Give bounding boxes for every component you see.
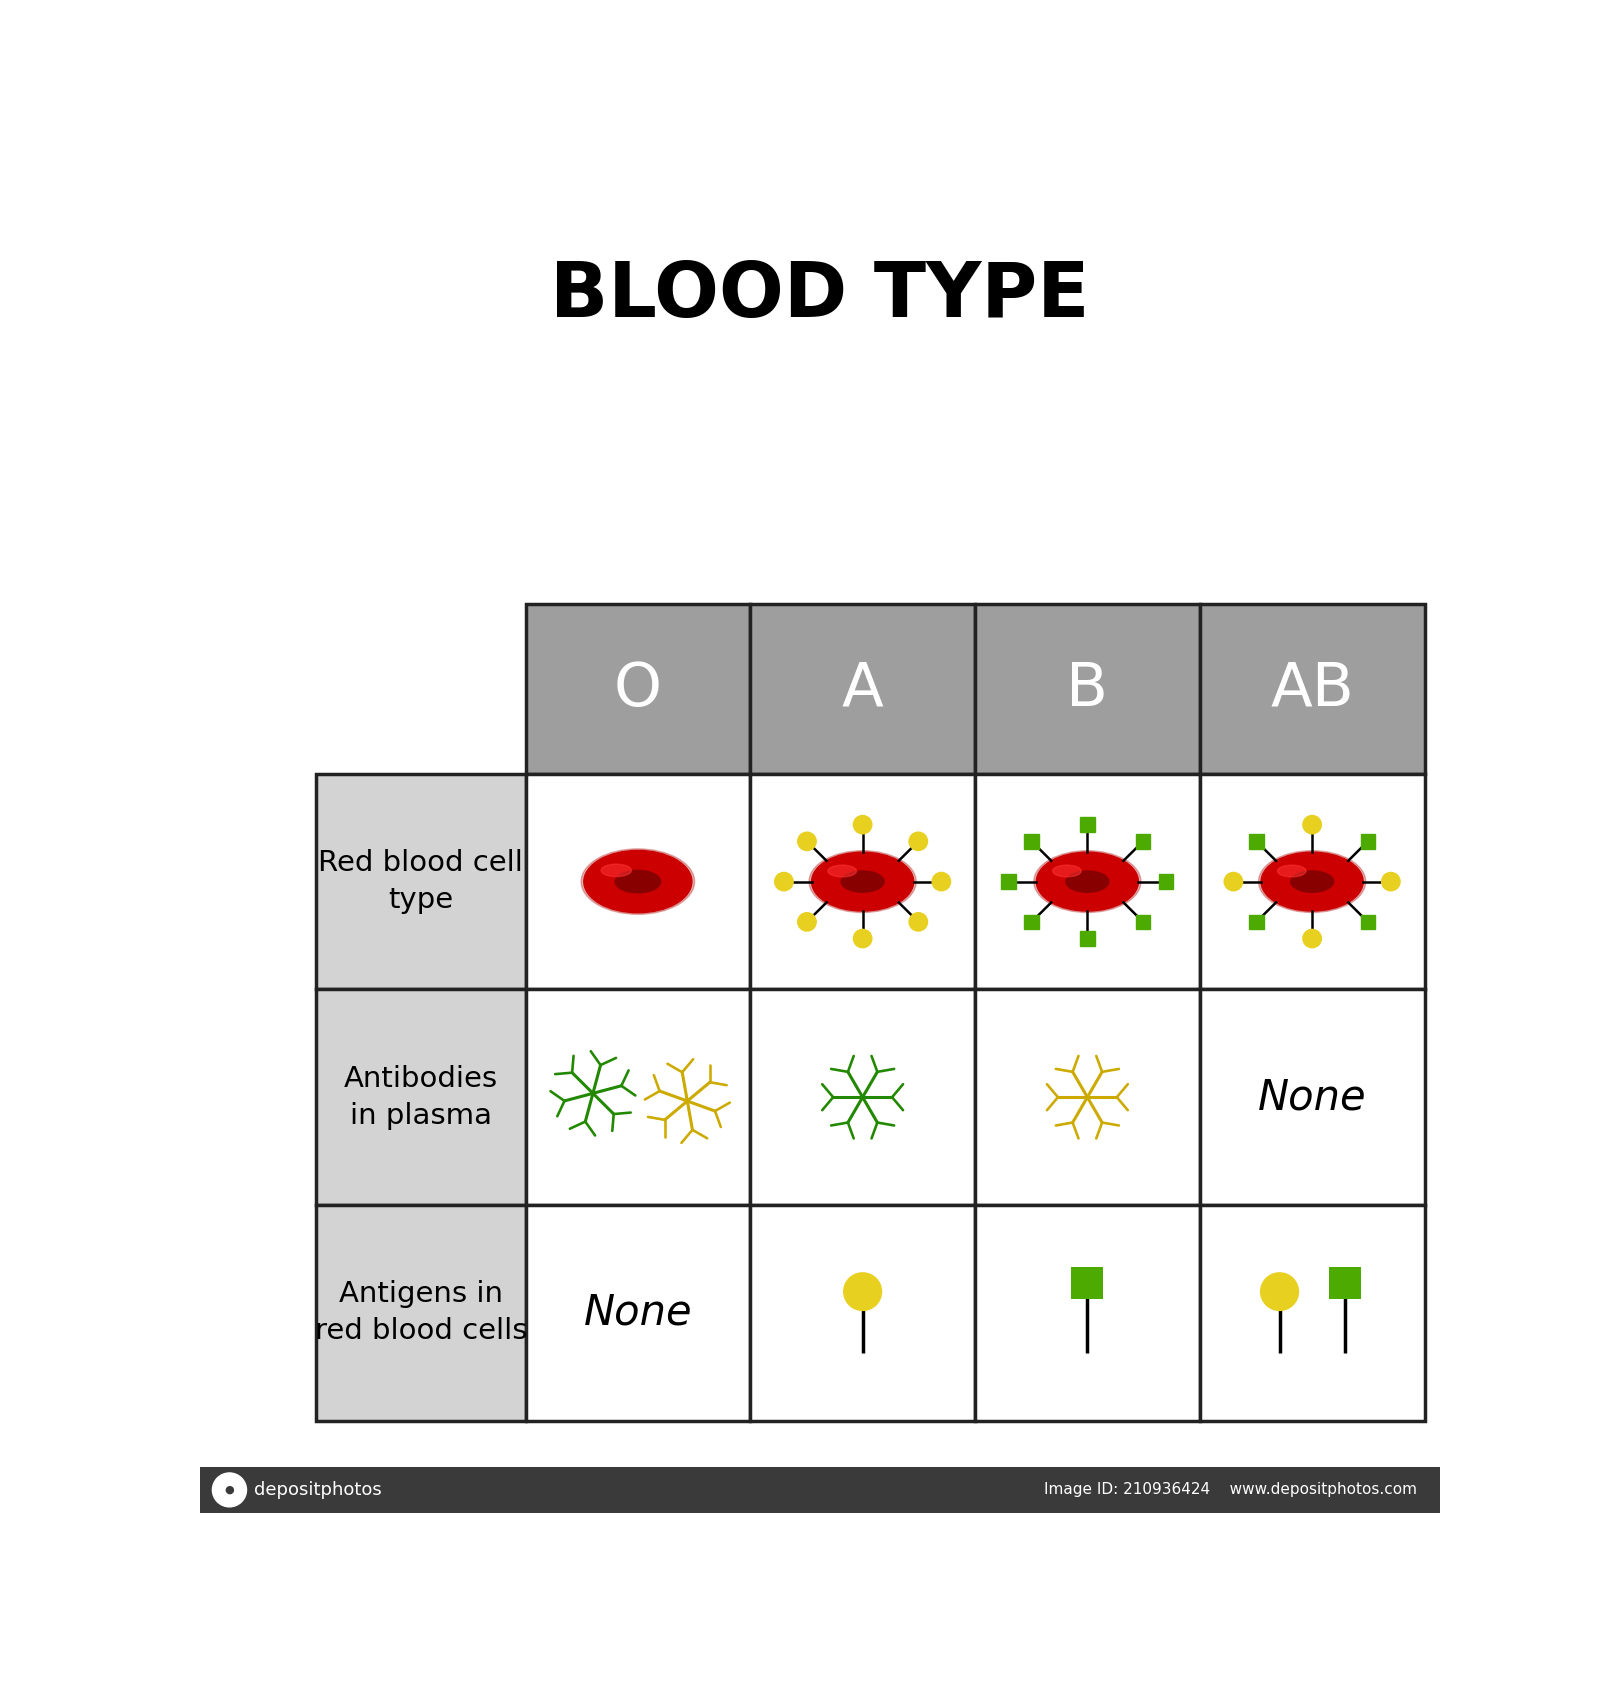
Ellipse shape (1034, 850, 1141, 913)
Ellipse shape (1285, 867, 1339, 896)
Ellipse shape (1037, 852, 1139, 911)
Bar (1200, 1205, 1424, 1421)
Ellipse shape (818, 857, 907, 906)
Ellipse shape (614, 870, 661, 892)
Circle shape (1382, 872, 1400, 891)
Circle shape (909, 833, 928, 850)
Circle shape (798, 833, 816, 850)
Ellipse shape (610, 867, 666, 896)
Bar (200, 1467, 1440, 1513)
Text: Image ID: 210936424    www.depositphotos.com: Image ID: 210936424 www.depositphotos.co… (1043, 1482, 1416, 1498)
Text: depositphotos: depositphotos (254, 1481, 382, 1499)
Circle shape (843, 1272, 882, 1311)
Circle shape (853, 930, 872, 947)
Bar (1200, 989, 1424, 1205)
Bar (525, 1205, 750, 1421)
Circle shape (798, 913, 816, 932)
Text: Antigens in
red blood cells: Antigens in red blood cells (315, 1280, 526, 1345)
Text: AB: AB (1270, 660, 1354, 719)
Bar (750, 989, 974, 1205)
Circle shape (1259, 1272, 1299, 1311)
Text: A: A (842, 660, 883, 719)
Circle shape (1302, 930, 1322, 947)
Bar (1158, 874, 1173, 889)
Bar (1250, 915, 1264, 930)
Ellipse shape (602, 864, 632, 877)
Bar (1328, 1266, 1360, 1299)
Bar (974, 1205, 1200, 1421)
Bar (317, 989, 525, 1205)
Circle shape (1224, 872, 1243, 891)
Ellipse shape (1043, 857, 1133, 906)
Ellipse shape (590, 857, 685, 908)
Ellipse shape (1259, 850, 1366, 913)
Ellipse shape (827, 865, 856, 877)
Bar (750, 605, 974, 774)
Bar (974, 605, 1200, 774)
Bar (750, 1205, 974, 1421)
Bar (1080, 818, 1094, 831)
Bar (1200, 774, 1424, 989)
Ellipse shape (581, 848, 694, 915)
Bar (1200, 605, 1424, 774)
Bar (525, 605, 750, 774)
Text: O: O (614, 660, 662, 719)
Bar (1250, 835, 1264, 848)
Text: BLOOD TYPE: BLOOD TYPE (550, 260, 1090, 333)
Bar (1024, 835, 1038, 848)
Ellipse shape (1066, 870, 1109, 892)
Circle shape (909, 913, 928, 932)
Circle shape (1302, 816, 1322, 833)
Ellipse shape (1261, 852, 1363, 911)
Ellipse shape (810, 850, 917, 913)
Text: Red blood cell
type: Red blood cell type (318, 850, 523, 915)
Text: Antibodies
in plasma: Antibodies in plasma (344, 1064, 498, 1129)
Bar (1360, 835, 1374, 848)
Text: None: None (584, 1292, 693, 1334)
Bar (1002, 874, 1016, 889)
Circle shape (774, 872, 794, 891)
Ellipse shape (842, 870, 885, 892)
Bar (1072, 1266, 1104, 1299)
Circle shape (933, 872, 950, 891)
Bar (1136, 915, 1150, 930)
Ellipse shape (811, 852, 914, 911)
Bar (525, 989, 750, 1205)
Circle shape (853, 816, 872, 833)
Bar (1136, 835, 1150, 848)
Bar (1080, 932, 1094, 945)
Bar (525, 774, 750, 989)
Ellipse shape (1267, 857, 1357, 906)
Ellipse shape (1291, 870, 1333, 892)
Bar (317, 774, 525, 989)
Ellipse shape (584, 850, 691, 913)
Ellipse shape (837, 867, 890, 896)
Text: ●: ● (224, 1484, 234, 1494)
Circle shape (213, 1472, 246, 1506)
Text: None: None (1258, 1076, 1366, 1119)
Bar (317, 1205, 525, 1421)
Bar (1024, 915, 1038, 930)
Bar (1360, 915, 1374, 930)
Bar (974, 774, 1200, 989)
Bar (750, 774, 974, 989)
Ellipse shape (1053, 865, 1082, 877)
Bar (974, 989, 1200, 1205)
Ellipse shape (1277, 865, 1306, 877)
Text: B: B (1066, 660, 1109, 719)
Ellipse shape (1061, 867, 1114, 896)
